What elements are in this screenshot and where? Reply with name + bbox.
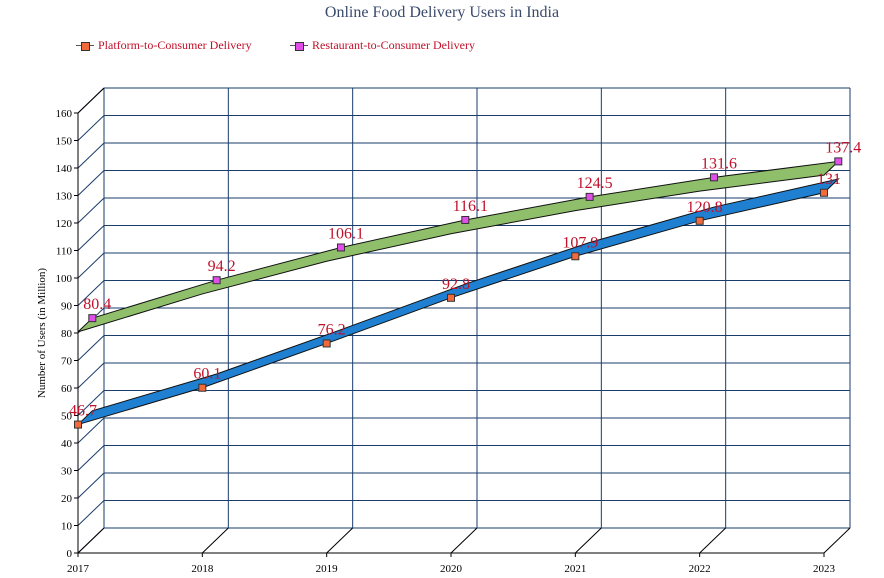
x-tick-label-5: 2022 — [689, 563, 711, 575]
series-0-data-label-1: 60.1 — [193, 366, 221, 383]
series-0-data-label-5: 120.8 — [687, 199, 723, 216]
y-tick-label-2: 20 — [61, 493, 73, 505]
y-tick-label-5: 50 — [61, 411, 73, 423]
series-ribbon-1 — [77, 160, 840, 333]
grid-line-side-4 — [77, 417, 105, 444]
series-1-data-label-4: 124.5 — [577, 175, 613, 192]
y-axis-top-edge — [77, 87, 105, 114]
y-axis-title: Number of Users (in Million) — [36, 268, 48, 398]
legend-item-restaurant: Restaurant-to-Consumer Delivery — [290, 38, 475, 53]
legend-item-platform: Platform-to-Consumer Delivery — [76, 38, 252, 53]
y-tick-label-15: 150 — [56, 136, 73, 148]
x-tick-label-2: 2019 — [316, 563, 339, 575]
floor-line-5 — [699, 527, 727, 554]
grid-line-side-1 — [77, 500, 105, 526]
series-0-point-4 — [571, 252, 580, 261]
x-tick-label-3: 2020 — [440, 563, 463, 575]
series-1-data-label-5: 131.6 — [701, 155, 737, 172]
series-0-data-label-3: 92.8 — [442, 276, 470, 293]
series-1-data-label-0: 80.4 — [83, 296, 111, 313]
series-0-point-0 — [74, 420, 82, 429]
floor-line-6 — [823, 527, 851, 554]
floor-line-0 — [77, 527, 105, 554]
grid-line-side-7 — [77, 335, 105, 361]
series-ribbon-0 — [77, 178, 840, 426]
series-1-point-0 — [88, 314, 97, 323]
y-tick-label-10: 100 — [56, 273, 73, 285]
chart-title: Online Food Delivery Users in India — [324, 4, 560, 21]
y-tick-label-16: 160 — [56, 108, 73, 120]
series-0-point-2 — [322, 339, 331, 348]
series-1-point-3 — [461, 215, 470, 224]
series-0-point-1 — [198, 383, 207, 392]
y-tick-label-3: 30 — [61, 466, 73, 478]
y-tick-label-6: 60 — [61, 383, 73, 395]
grid-line-side-10 — [77, 252, 105, 279]
floor-line-3 — [450, 527, 478, 554]
series-1-data-label-6: 137.4 — [825, 139, 861, 156]
x-tick-label-6: 2023 — [813, 563, 836, 575]
y-tick-label-0: 0 — [67, 548, 73, 560]
series-0-data-label-6: 131 — [817, 171, 841, 188]
series-0-point-3 — [447, 293, 455, 302]
series-0-point-5 — [695, 216, 704, 225]
series-0-data-label-0: 46.7 — [69, 403, 97, 420]
x-tick-label-0: 2017 — [67, 563, 90, 575]
floor-line-2 — [326, 527, 354, 554]
series-1-point-4 — [585, 192, 594, 201]
legend-label-platform: Platform-to-Consumer Delivery — [98, 38, 252, 52]
grid-line-side-3 — [77, 445, 105, 471]
grid-line-side-15 — [77, 115, 105, 141]
y-tick-label-7: 70 — [61, 356, 73, 368]
series-1-data-label-1: 94.2 — [208, 258, 236, 275]
y-tick-label-14: 140 — [56, 163, 73, 175]
y-tick-label-4: 40 — [61, 438, 73, 450]
floor-line-4 — [574, 527, 602, 554]
y-tick-label-8: 80 — [61, 328, 73, 340]
grid-line-side-11 — [77, 225, 105, 251]
grid-line-side-2 — [77, 472, 105, 499]
y-tick-label-9: 90 — [61, 301, 73, 313]
series-1-point-2 — [336, 243, 345, 252]
grid-line-side-9 — [77, 280, 105, 306]
grid-line-side-13 — [77, 170, 105, 196]
y-tick-label-13: 130 — [56, 191, 73, 203]
y-tick-label-11: 110 — [56, 246, 73, 258]
legend-marker-restaurant — [290, 41, 308, 52]
x-tick-label-1: 2018 — [191, 563, 214, 575]
series-1-point-1 — [212, 276, 221, 285]
grid-line-side-12 — [77, 197, 105, 224]
grid-line-side-5 — [77, 390, 105, 416]
x-tick-label-4: 2021 — [564, 563, 586, 575]
grid-line-side-14 — [77, 142, 105, 169]
floor-line-1 — [201, 527, 229, 554]
series-0-point-6 — [820, 188, 828, 197]
legend-marker-platform — [76, 41, 94, 52]
series-0-data-label-2: 76.2 — [318, 321, 346, 338]
y-tick-label-1: 10 — [61, 521, 73, 533]
series-1-point-5 — [709, 173, 718, 182]
series-0-data-label-4: 107.9 — [562, 234, 598, 251]
series-1-point-6 — [834, 157, 843, 166]
grid-line-side-6 — [77, 362, 105, 389]
series-1-data-label-3: 116.1 — [453, 198, 488, 215]
series-1-data-label-2: 106.1 — [328, 225, 364, 242]
legend-label-restaurant: Restaurant-to-Consumer Delivery — [312, 38, 475, 52]
y-tick-label-12: 120 — [56, 218, 73, 230]
